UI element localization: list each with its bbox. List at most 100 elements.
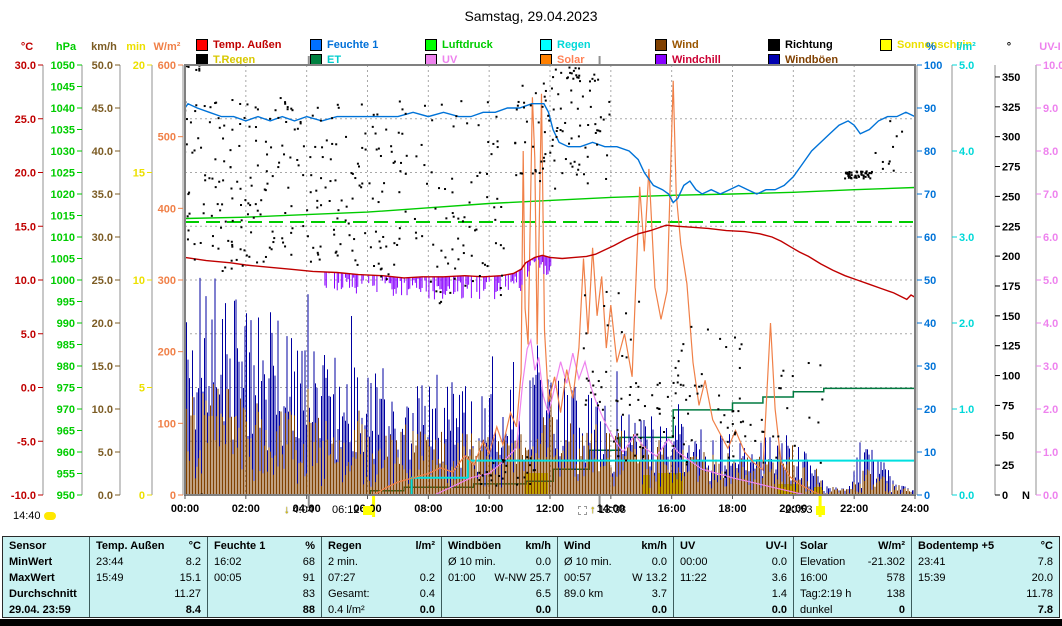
axis-deg-extra-label: N — [1022, 490, 1030, 502]
legend-label-windchill: Windchill — [672, 53, 721, 66]
table-cell-min: Ø 10 min. 0.0 — [448, 556, 551, 568]
table-column-header: Wind km/h — [564, 540, 667, 552]
axis-hPa-tick-label: 950 — [57, 490, 75, 502]
axis-pct-tick-label: 10 — [924, 447, 936, 459]
legend-label-et: ET — [327, 53, 342, 66]
axis-deg-tick-label: 350 — [1002, 72, 1020, 84]
axis-uvi: 10.0 9.0 8.0 7.0 6.0 5.0 4.0 3.0 2.0 1.0 0.0 UV-I — [1035, 41, 1062, 502]
moon-phase-icon — [578, 505, 587, 515]
axis-lm2-tick-label: 2.0 — [959, 318, 974, 330]
axis-C-tick-label: -10.0 — [11, 490, 36, 502]
axis-kmh-header: km/h — [91, 41, 117, 53]
table-column-wind: Wind km/h Ø 10 min. 0.0 00:57 W 13.2 89.0 km 3.… — [557, 537, 673, 617]
axis-lm2-tick-label: 3.0 — [959, 232, 974, 244]
axis-kmh-tick-label: 35.0 — [92, 189, 113, 201]
day-length-annotation: 14:40 — [13, 510, 56, 522]
sunrise-sun-icon — [362, 505, 372, 515]
axis-time-tick-label: 02:00 — [232, 503, 260, 515]
axis-min-tick-label: 15 — [133, 168, 145, 180]
axis-C-tick-label: 15.0 — [15, 221, 36, 233]
axis-kmh-tick-label: 15.0 — [92, 361, 113, 373]
table-row-label-4: 29.04. 23:59 — [9, 604, 71, 616]
axis-hPa-tick-label: 965 — [57, 426, 75, 438]
axis-deg-tick-label: 100 — [1002, 371, 1020, 383]
table-cell-cur: 0.4 l/m² 0.0 — [328, 604, 435, 616]
table-row-label-1: MinWert — [9, 556, 53, 568]
series-wind — [184, 384, 915, 495]
axis-deg-tick-label: 50 — [1002, 430, 1014, 442]
legend-item-feuchte-1: Feuchte 1 — [310, 38, 378, 51]
table-cell-max: 00:57 W 13.2 — [564, 572, 667, 584]
table-cell-min: 2 min. — [328, 556, 358, 568]
table-cell-cur: dunkel 0 — [800, 604, 905, 616]
axis-C: 30.0 25.0 20.0 15.0 10.0 5.0 0.0 -5.0 -10.0 °C — [11, 41, 44, 502]
legend-swatch-luftdruck — [425, 38, 437, 51]
sunset-sun-icon — [815, 505, 825, 515]
axis-min-tick-label: 5 — [139, 383, 145, 395]
axis-uvi-tick-label: 2.0 — [1043, 404, 1058, 416]
axis-C-tick-label: 0.0 — [21, 383, 36, 395]
table-column-bodentemp-5: Bodentemp +5 °C 23:41 7.8 15:39 20.0 11.78 7.8 — [911, 537, 1059, 617]
axis-time-tick-label: 10:00 — [475, 503, 503, 515]
axis-deg-header: ° — [1007, 41, 1011, 53]
axis-hPa-tick-label: 1045 — [51, 82, 75, 94]
table-cell-min: 23:44 8.2 — [96, 556, 201, 568]
table-cell-cur: 8.4 — [185, 604, 201, 616]
table-cell-min: 00:00 0.0 — [680, 556, 787, 568]
axis-C-tick-label: 30.0 — [15, 60, 36, 72]
legend-item-solar: Solar — [540, 53, 585, 66]
daily-statistics-table: Sensor MinWert MaxWert Durchschnitt 29.04. 2… — [2, 536, 1060, 618]
table-cell-cur: 0.0 — [651, 604, 667, 616]
axis-hPa-tick-label: 1040 — [51, 103, 75, 115]
axis-kmh-tick-label: 45.0 — [92, 103, 113, 115]
weather-day-chart: 30.025.020.015.010.05.00.0-5.0-10.0°C105… — [11, 41, 1062, 517]
legend-label-luftdruck: Luftdruck — [442, 38, 493, 51]
axis-kmh-tick-label: 50.0 — [92, 60, 113, 72]
axis-deg-tick-label: 300 — [1002, 132, 1020, 144]
axis-deg-tick-label: 75 — [1002, 400, 1014, 412]
axis-uvi-header: UV-I — [1039, 41, 1060, 53]
axis-kmh-tick-label: 40.0 — [92, 146, 113, 158]
series-temp-au-en — [184, 224, 916, 301]
legend-label-regen: Regen — [557, 38, 591, 51]
table-column-header: Temp. Außen °C — [96, 540, 201, 552]
legend-label-richtung: Richtung — [785, 38, 833, 51]
table-column-header: UV UV-I — [680, 540, 787, 552]
axis-time-tick-label: 18:00 — [718, 503, 746, 515]
legend-label-wind: Wind — [672, 38, 699, 51]
axis-Wm2-tick-label: 300 — [158, 275, 176, 287]
axis-hPa-tick-label: 995 — [57, 297, 75, 309]
axis-kmh-tick-label: 30.0 — [92, 232, 113, 244]
table-column-header: Windböen km/h — [448, 540, 551, 552]
table-cell-avg: 89.0 km 3.7 — [564, 588, 667, 600]
axis-min-header: min — [126, 41, 146, 53]
sunset-time: 20:53 — [785, 504, 813, 516]
axis-hPa-tick-label: 960 — [57, 447, 75, 459]
sunset-annotation: 20:53 — [785, 504, 825, 516]
moonrise-annotation: ↑ 13:38 — [578, 504, 626, 516]
axis-hPa-tick-label: 1025 — [51, 168, 75, 180]
axis-kmh-tick-label: 5.0 — [98, 447, 113, 459]
axis-kmh-tick-label: 0.0 — [98, 490, 113, 502]
legend-swatch-sonnenschein — [880, 38, 892, 51]
legend-item-sonnenschein: Sonnenschein — [880, 38, 972, 51]
axis-pct-header: % — [926, 41, 936, 53]
sun-cloud-icon — [43, 512, 56, 520]
table-cell-max: 15:39 20.0 — [918, 572, 1053, 584]
axis-hPa-tick-label: 955 — [57, 469, 75, 481]
axis-C-header: °C — [21, 41, 33, 53]
axis-pct-tick-label: 20 — [924, 404, 936, 416]
series-luftdruck — [184, 186, 916, 223]
axis-hPa-tick-label: 985 — [57, 340, 75, 352]
axis-deg-tick-label: 125 — [1002, 341, 1020, 353]
table-cell-min: Ø 10 min. 0.0 — [564, 556, 667, 568]
table-cell-max: 00:05 91 — [214, 572, 315, 584]
axis-lm2-tick-label: 5.0 — [959, 60, 974, 72]
table-column-regen: Regen l/m² 2 min. 07:27 0.2 Gesamt: 0.4 0.4 l/m… — [321, 537, 441, 617]
axis-hPa-tick-label: 975 — [57, 383, 75, 395]
table-cell-cur: 7.8 — [1037, 604, 1053, 616]
legend-label-solar: Solar — [557, 53, 585, 66]
axis-time: 00:0002:0004:0006:0008:0010:0012:0014:00… — [171, 495, 929, 515]
axis-hPa-tick-label: 1000 — [51, 275, 75, 287]
